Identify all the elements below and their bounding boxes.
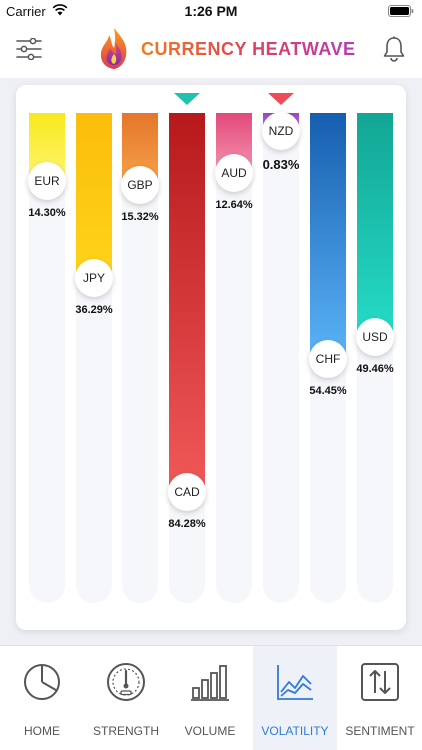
bar-track-aud xyxy=(216,113,252,603)
currency-label-jpy: JPY xyxy=(75,259,113,298)
bar-track-nzd xyxy=(263,113,299,603)
tab-strength-label: STRENGTH xyxy=(93,724,159,738)
currency-label-aud: AUD xyxy=(215,154,253,193)
bar-usd[interactable] xyxy=(357,113,393,334)
up-down-arrows-icon xyxy=(361,663,399,701)
status-time: 1:26 PM xyxy=(184,3,238,19)
currency-label-usd: USD xyxy=(356,318,394,357)
app-header: CURRENCY HEATWAVE xyxy=(0,22,422,78)
gauge-icon xyxy=(107,663,145,701)
bar-chf[interactable] xyxy=(310,113,346,356)
value-label-usd: 49.46% xyxy=(356,363,394,376)
tab-bar: HOME STRENGTH VOLUME VOLATI xyxy=(0,645,422,750)
status-bar: Carrier 1:26 PM xyxy=(0,0,422,22)
bar-chart-icon xyxy=(191,665,229,701)
currency-label-gbp: GBP xyxy=(121,166,159,205)
tab-volume[interactable]: VOLUME xyxy=(168,646,252,750)
low-marker-icon xyxy=(268,93,294,105)
tab-strength[interactable]: STRENGTH xyxy=(84,646,168,750)
volatility-chart-card xyxy=(16,85,406,630)
tab-home[interactable]: HOME xyxy=(0,646,84,750)
value-label-chf: 54.45% xyxy=(309,385,347,398)
app-title: CURRENCY HEATWAVE xyxy=(141,39,356,59)
currency-label-eur: EUR xyxy=(28,161,66,200)
value-label-eur: 14.30% xyxy=(28,206,66,219)
value-label-gbp: 15.32% xyxy=(121,211,159,224)
tab-home-label: HOME xyxy=(24,724,60,738)
currency-label-cad: CAD xyxy=(168,473,206,512)
bell-icon[interactable] xyxy=(382,36,406,62)
value-label-cad: 84.28% xyxy=(168,518,206,531)
value-label-aud: 12.64% xyxy=(215,199,253,212)
sliders-icon[interactable] xyxy=(16,38,42,60)
tab-sentiment-label: SENTIMENT xyxy=(345,724,415,738)
tab-volatility[interactable]: VOLATILITY xyxy=(253,646,337,750)
wifi-icon xyxy=(52,4,68,16)
tab-volatility-label: VOLATILITY xyxy=(261,724,329,738)
carrier-label: Carrier xyxy=(6,4,46,19)
bar-cad[interactable] xyxy=(169,113,205,489)
high-marker-icon xyxy=(174,93,200,105)
value-label-nzd: 0.83% xyxy=(262,157,300,172)
battery-icon xyxy=(388,5,414,17)
currency-label-nzd: NZD xyxy=(262,112,300,150)
line-chart-icon xyxy=(277,665,313,700)
currency-label-chf: CHF xyxy=(309,340,347,379)
tab-volume-label: VOLUME xyxy=(184,724,236,738)
flame-logo-icon xyxy=(100,28,127,69)
pie-chart-icon xyxy=(24,664,60,700)
tab-sentiment[interactable]: SENTIMENT xyxy=(338,646,422,750)
bar-jpy[interactable] xyxy=(76,113,112,275)
value-label-jpy: 36.29% xyxy=(75,304,113,317)
